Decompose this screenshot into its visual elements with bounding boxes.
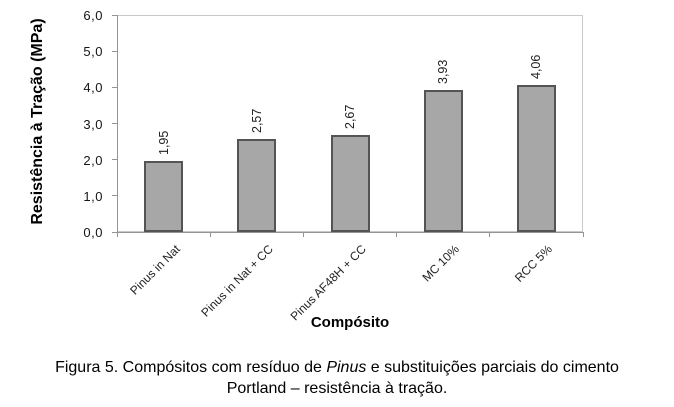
y-tick-mark [112, 14, 117, 16]
caption-pinus-italic: Pinus [326, 359, 367, 376]
x-tick-mark [209, 232, 211, 237]
bar-mc-10 [423, 89, 463, 232]
y-tick-mark [112, 159, 117, 161]
bar-chart: Resistência à Tração (MPa) Compósito 0,0… [29, 8, 584, 331]
y-axis-tick-label: 6,0 [83, 8, 103, 23]
bar-value-label-pinus-in-nat: 1,95 [156, 131, 171, 156]
y-axis-tick-label: 2,0 [83, 152, 103, 168]
bar-value-label-mc-10: 3,93 [436, 59, 451, 84]
y-tick-mark [112, 123, 117, 124]
y-axis-tick-label: 0,0 [83, 225, 103, 240]
y-tick-mark [112, 195, 117, 197]
x-axis-title: Compósito [310, 314, 390, 331]
caption-line1-text: Figura 5. Compósitos com resíduo de [55, 359, 327, 376]
caption-line1-text-after: e substituições parciais do cimento [366, 359, 619, 376]
bar-value-label-rcc-5: 4,06 [529, 54, 544, 80]
y-axis-tick-label: 5,0 [83, 44, 103, 60]
y-axis-title: Resistência à Tração (MPa) [29, 18, 46, 225]
bar-pinus-in-nat [144, 161, 184, 232]
x-tick-mark [489, 232, 491, 237]
bar-rcc-5 [516, 85, 556, 232]
y-tick-mark [112, 50, 117, 52]
x-tick-mark [302, 232, 304, 237]
y-tick-mark [112, 86, 117, 88]
x-tick-mark [396, 232, 398, 237]
y-tick-mark [112, 231, 117, 233]
y-axis-line [117, 15, 118, 233]
caption-line2: Portland – resistência à tração. [226, 380, 448, 397]
figure-caption: Figura 5. Compósitos com resíduo de Pinu… [0, 357, 674, 399]
y-axis-tick-label: 1,0 [83, 188, 103, 204]
y-axis-tick-label: 3,0 [83, 116, 103, 132]
bar-value-label-pinus-af48h-cc: 2,67 [343, 105, 357, 130]
bar-value-label-pinus-in-nat-cc: 2,57 [249, 108, 264, 134]
y-axis-tick-label: 4,0 [83, 80, 103, 96]
x-axis-line [117, 232, 584, 233]
x-tick-mark [582, 232, 584, 237]
x-tick-mark [116, 232, 118, 237]
bar-pinus-af48h-cc [330, 135, 370, 232]
bar-pinus-in-nat-cc [237, 139, 277, 232]
